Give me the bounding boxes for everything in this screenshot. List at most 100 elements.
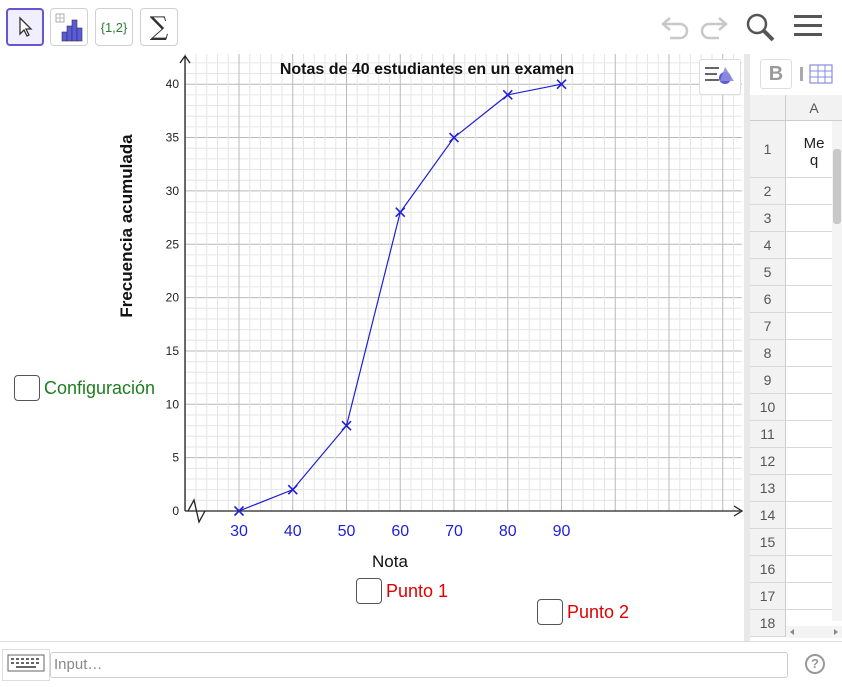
spreadsheet-row: 7 bbox=[750, 313, 842, 340]
checkbox-configuracion-box[interactable] bbox=[14, 375, 40, 401]
data-point-marker[interactable] bbox=[502, 89, 513, 100]
spreadsheet-row: 4 bbox=[750, 232, 842, 259]
row-header[interactable]: 9 bbox=[750, 367, 786, 393]
x-tick-label: 60 bbox=[391, 523, 409, 540]
column-header-row: A bbox=[750, 95, 842, 121]
checkbox-configuracion[interactable]: Configuración bbox=[14, 375, 155, 401]
spreadsheet-row: 5 bbox=[750, 259, 842, 286]
sum-tool-label: ∑ bbox=[149, 12, 169, 42]
sum-tool-button[interactable]: ∑ bbox=[140, 8, 178, 46]
spreadsheet-row: 10 bbox=[750, 394, 842, 421]
checkbox-punto-1[interactable]: Punto 1 bbox=[356, 578, 448, 604]
row-header[interactable]: 8 bbox=[750, 340, 786, 366]
spreadsheet-row: 15 bbox=[750, 529, 842, 556]
y-tick-label: 15 bbox=[166, 344, 180, 358]
spreadsheet-toolbar: B bbox=[750, 54, 842, 94]
row-header[interactable]: 16 bbox=[750, 556, 786, 582]
x-axis-arrow bbox=[733, 505, 744, 517]
vertical-scrollbar[interactable] bbox=[832, 121, 842, 621]
spreadsheet-row: 17 bbox=[750, 583, 842, 610]
checkbox-punto-2-label: Punto 2 bbox=[567, 601, 630, 622]
row-header[interactable]: 18 bbox=[750, 610, 786, 636]
bold-button[interactable]: B bbox=[760, 59, 792, 89]
row-header[interactable]: 5 bbox=[750, 259, 786, 285]
spreadsheet-row: 8 bbox=[750, 340, 842, 367]
x-tick-label: 70 bbox=[445, 523, 463, 540]
x-tick-label: 80 bbox=[499, 523, 517, 540]
chart-title: Notas de 40 estudiantes en un examen bbox=[280, 61, 574, 78]
y-axis-label: Frecuencia acumulada bbox=[117, 134, 136, 318]
data-point-marker[interactable] bbox=[287, 484, 298, 495]
y-tick-label: 20 bbox=[166, 291, 180, 305]
spreadsheet-row: 3 bbox=[750, 205, 842, 232]
checkbox-punto-1-box[interactable] bbox=[356, 578, 382, 604]
row-header[interactable]: 4 bbox=[750, 232, 786, 258]
row-header[interactable]: 12 bbox=[750, 448, 786, 474]
row-header[interactable]: 6 bbox=[750, 286, 786, 312]
style-bar-button[interactable] bbox=[699, 59, 741, 95]
input-bar: Input… ? bbox=[0, 641, 842, 687]
y-tick-label: 40 bbox=[166, 77, 180, 91]
row-header[interactable]: 14 bbox=[750, 502, 786, 528]
row-header[interactable]: 7 bbox=[750, 313, 786, 339]
spreadsheet-row: 6 bbox=[750, 286, 842, 313]
spreadsheet-row: 16 bbox=[750, 556, 842, 583]
keyboard-button[interactable] bbox=[2, 649, 50, 681]
graph-canvas[interactable]: 0 5 10 15 20 25 30 35 40 30 40 50 60 70 80 90 Notas de 4… bbox=[0, 54, 744, 641]
list-tool-button[interactable]: {1,2} bbox=[95, 8, 133, 46]
data-point-marker[interactable] bbox=[556, 79, 567, 90]
spreadsheet-row: 1 Me q bbox=[750, 121, 842, 178]
y-tick-label: 35 bbox=[166, 131, 180, 145]
row-header[interactable]: 11 bbox=[750, 421, 786, 447]
spreadsheet-row: 2 bbox=[750, 178, 842, 205]
help-icon[interactable]: ? bbox=[805, 654, 825, 674]
bar-chart-icon bbox=[54, 12, 84, 42]
undo-icon[interactable] bbox=[660, 14, 692, 45]
x-tick-label: 40 bbox=[284, 523, 302, 540]
checkbox-punto-2-box[interactable] bbox=[537, 599, 563, 625]
y-tick-label: 10 bbox=[166, 397, 180, 411]
keyboard-icon bbox=[7, 653, 45, 678]
y-tick-label: 25 bbox=[166, 237, 180, 251]
redo-icon[interactable] bbox=[697, 14, 729, 45]
search-icon[interactable] bbox=[744, 11, 776, 48]
row-header[interactable]: 15 bbox=[750, 529, 786, 555]
vertical-scrollbar-thumb[interactable] bbox=[833, 149, 841, 224]
histogram-tool-button[interactable] bbox=[50, 8, 88, 46]
data-point-marker[interactable] bbox=[341, 420, 352, 431]
row-header[interactable]: 3 bbox=[750, 205, 786, 231]
checkbox-punto-2[interactable]: Punto 2 bbox=[537, 599, 629, 625]
row-header[interactable]: 17 bbox=[750, 583, 786, 609]
spreadsheet-view: B A 1 Me q 2 3 4 5 6 7 8 9 10 11 12 13 14 15 16 17 18 bbox=[744, 54, 842, 641]
checkbox-punto-1-label: Punto 1 bbox=[386, 580, 449, 601]
select-all-corner[interactable] bbox=[750, 95, 786, 121]
checkbox-configuracion-label: Configuración bbox=[44, 377, 156, 398]
row-header[interactable]: 1 bbox=[750, 121, 786, 177]
row-header[interactable]: 13 bbox=[750, 475, 786, 501]
column-header-a[interactable]: A bbox=[809, 100, 819, 116]
data-point-marker[interactable] bbox=[448, 132, 460, 143]
x-tick-label: 90 bbox=[553, 523, 571, 540]
graphics-view[interactable]: 0 5 10 15 20 25 30 35 40 30 40 50 60 70 80 90 Notas de 4… bbox=[0, 54, 744, 641]
y-tick-label: 5 bbox=[172, 451, 179, 465]
cell-format-icon[interactable] bbox=[798, 59, 838, 89]
spreadsheet-row: 14 bbox=[750, 502, 842, 529]
row-header[interactable]: 2 bbox=[750, 178, 786, 204]
y-tick-label: 0 bbox=[172, 504, 179, 518]
horizontal-scrollbar[interactable] bbox=[786, 626, 842, 638]
move-tool-button[interactable] bbox=[6, 8, 44, 46]
y-tick-label: 30 bbox=[166, 184, 180, 198]
data-point-marker[interactable] bbox=[395, 207, 406, 218]
x-axis-break-icon bbox=[187, 498, 206, 524]
cell-a[interactable]: Me q bbox=[803, 135, 825, 169]
algebra-input-field[interactable]: Input… bbox=[50, 652, 788, 678]
pointer-arrow-icon bbox=[15, 16, 35, 38]
data-point-marker[interactable] bbox=[233, 505, 245, 517]
spreadsheet-row: 13 bbox=[750, 475, 842, 502]
row-header[interactable]: 10 bbox=[750, 394, 786, 420]
menu-icon[interactable] bbox=[793, 13, 823, 44]
list-tool-label: {1,2} bbox=[100, 19, 128, 35]
spreadsheet-row: 9 bbox=[750, 367, 842, 394]
y-axis-arrow bbox=[179, 54, 191, 64]
